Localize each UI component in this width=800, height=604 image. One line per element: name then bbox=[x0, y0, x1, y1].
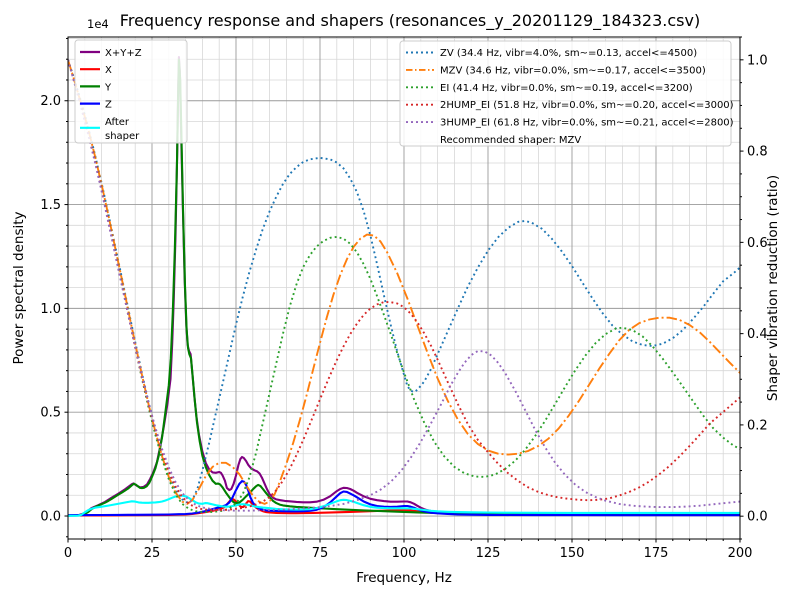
psd-legend-label-x: X bbox=[105, 65, 112, 76]
shaper-legend-label-ei: EI (41.4 Hz, vibr=0.0%, sm~=0.19, accel<… bbox=[440, 83, 693, 94]
x-tick-label: 50 bbox=[228, 546, 245, 561]
psd-curve-y bbox=[68, 58, 740, 517]
left-y-axis-label: Power spectral density bbox=[11, 211, 27, 364]
shaper-curve-mzv bbox=[68, 59, 740, 505]
psd-legend-label-z: Z bbox=[105, 100, 112, 111]
x-tick-label: 200 bbox=[728, 546, 753, 561]
axes: 0 25 50 75 100 125 150 175 200 0.0 0.5 1.0 1.5 2.0 0.0… bbox=[40, 36, 768, 561]
shaper-legend-label-zv: ZV (34.4 Hz, vibr=4.0%, sm~=0.13, accel<… bbox=[440, 48, 697, 59]
right-y-tick-label: 0.6 bbox=[747, 236, 768, 251]
x-tick-label: 25 bbox=[144, 546, 161, 561]
left-y-tick-label: 1.5 bbox=[40, 198, 61, 213]
psd-legend bbox=[74, 39, 188, 144]
psd-legend-label-after_shaper: shaper bbox=[105, 131, 140, 142]
shaper-curve-2hump_ei bbox=[68, 59, 740, 512]
x-tick-label: 0 bbox=[64, 546, 72, 561]
right-y-tick-label: 0.0 bbox=[747, 510, 768, 525]
right-y-axis-label: Shaper vibration reduction (ratio) bbox=[765, 175, 781, 401]
right-y-tick-label: 0.4 bbox=[747, 327, 768, 342]
shaper-legend bbox=[399, 40, 732, 147]
shaper-curve-ei bbox=[68, 59, 740, 514]
psd-legend-label-xyz: X+Y+Z bbox=[105, 48, 142, 59]
y-axis-offset-label: 1e4 bbox=[87, 17, 109, 31]
right-y-tick-label: 0.8 bbox=[747, 145, 768, 160]
x-tick-label: 75 bbox=[312, 546, 329, 561]
chart-title: Frequency response and shapers (resonanc… bbox=[120, 11, 700, 31]
shaper-curve-3hump_ei bbox=[68, 59, 740, 512]
shaper-legend-label-mzv: MZV (34.6 Hz, vibr=0.0%, sm~=0.17, accel… bbox=[440, 65, 706, 76]
recommended-shaper-label: Recommended shaper: MZV bbox=[440, 135, 581, 146]
left-y-tick-label: 2.0 bbox=[40, 94, 61, 109]
left-y-tick-label: 0.5 bbox=[40, 406, 61, 421]
left-y-tick-label: 1.0 bbox=[40, 302, 61, 317]
right-y-tick-label: 1.0 bbox=[747, 53, 768, 68]
psd-legend-label-after_shaper: After bbox=[105, 117, 130, 128]
left-y-tick-label: 0.0 bbox=[40, 510, 61, 525]
x-tick-label: 100 bbox=[392, 546, 417, 561]
shaper-legend-label-3hump_ei: 3HUMP_EI (61.8 Hz, vibr=0.0%, sm~=0.21, … bbox=[440, 118, 734, 129]
legends: X+Y+Z XYZ After shaper ZV (34.4 Hz, vibr=4.0… bbox=[74, 39, 734, 147]
x-tick-label: 125 bbox=[476, 546, 501, 561]
psd-legend-label-y: Y bbox=[104, 82, 112, 93]
x-axis-label: Frequency, Hz bbox=[356, 570, 452, 586]
x-tick-label: 150 bbox=[560, 546, 585, 561]
x-tick-label: 175 bbox=[644, 546, 669, 561]
curves bbox=[68, 56, 740, 517]
shaper-legend-label-2hump_ei: 2HUMP_EI (51.8 Hz, vibr=0.0%, sm~=0.20, … bbox=[440, 100, 734, 111]
right-y-tick-label: 0.2 bbox=[747, 418, 768, 433]
psd-curve-after_shaper bbox=[68, 494, 740, 517]
